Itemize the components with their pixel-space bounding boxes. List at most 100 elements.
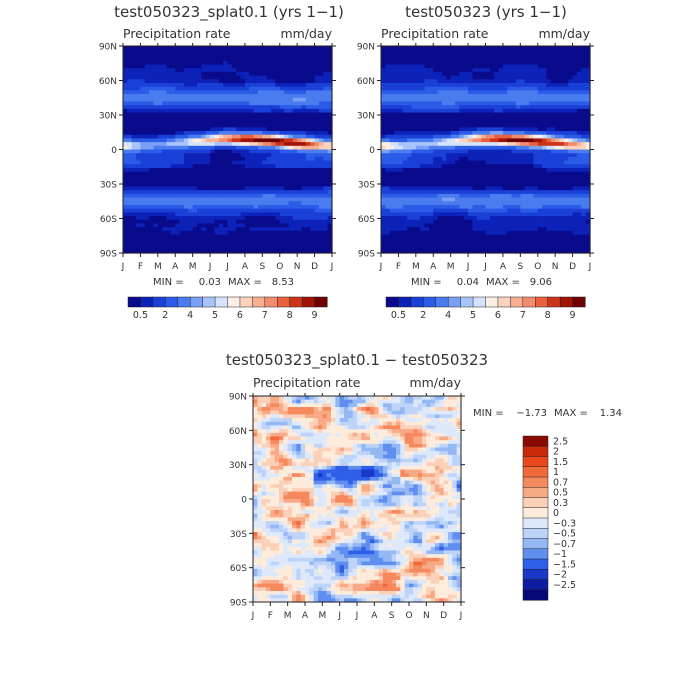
field-cell [144,171,150,176]
field-cell [292,167,298,173]
field-cell [472,149,478,154]
field-cell [314,112,320,117]
field-cell [123,57,128,62]
field-cell [437,142,443,147]
field-cell [305,142,311,147]
field-cell [507,201,513,206]
field-cell [318,234,324,239]
field-cell [136,249,142,254]
field-cell [327,108,333,114]
field-cell [162,153,168,158]
field-cell [323,171,329,176]
field-cell [262,227,268,232]
field-cell [420,204,426,210]
field-cell [485,86,491,91]
colorbar-label: 0.5 [133,310,148,321]
field-cell [389,171,395,176]
field-cell [162,238,168,243]
field-cell [318,53,324,58]
field-cell [437,138,443,143]
field-cell [327,68,333,73]
field-cell [157,227,163,232]
field-cell [253,153,259,158]
field-cell [284,46,290,51]
field-cell [123,190,128,195]
field-cell [240,204,246,210]
field-cell [420,227,426,232]
field-cell [144,175,150,180]
field-cell [236,164,242,169]
field-cell [318,105,324,110]
field-cell [520,64,526,69]
field-cell [292,53,298,58]
field-cell [385,179,391,184]
field-cell [192,153,198,158]
field-cell [310,94,316,99]
field-cell [415,105,421,110]
field-cell [153,134,159,140]
field-cell [398,57,404,62]
field-cell [318,164,324,169]
field-cell [459,182,465,188]
field-cell [188,160,194,165]
field-cell [455,160,460,165]
field-cell [489,216,495,221]
field-cell [297,197,303,202]
field-cell [153,179,159,184]
field-cell [459,204,465,210]
field-cell [546,116,552,121]
field-cell [292,68,298,73]
field-cell [459,193,465,199]
field-cell [249,101,255,106]
field-cell [292,101,298,106]
field-cell [520,208,526,213]
field-cell [437,216,443,221]
field-cell [149,216,155,221]
field-cell [507,119,513,125]
field-cell [415,46,421,51]
field-cell [318,171,324,176]
field-cell [136,119,142,125]
field-cell [131,112,137,117]
field-cell [201,46,207,51]
field-cell [205,216,211,221]
field-cell [476,112,482,117]
field-cell [153,142,159,147]
field-cell [489,212,495,217]
field-cell [533,75,539,80]
field-cell [424,71,430,77]
field-cell [271,190,276,195]
field-cell [433,216,439,221]
field-cell [411,153,417,158]
field-cell [140,197,146,202]
field-cell [284,116,290,121]
field-cell [301,101,307,106]
field-cell [494,193,500,199]
field-cell [305,86,311,91]
field-cell [266,223,272,228]
field-cell [515,230,521,236]
field-cell [227,79,233,84]
field-cell [511,171,517,176]
field-cell [231,46,237,51]
field-cell [494,60,500,66]
field-cell [223,90,229,95]
field-cell [284,94,290,99]
field-cell [218,101,224,106]
field-cell [157,112,163,117]
field-cell [197,145,202,151]
field-cell [420,197,426,202]
field-cell [424,112,430,117]
field-cell [537,182,543,188]
field-cell [507,223,513,228]
field-cell [271,138,276,143]
field-cell [542,160,548,165]
field-cell [494,201,500,206]
field-cell [170,241,176,247]
field-cell [394,142,400,147]
field-cell [537,208,543,213]
field-cell [305,123,311,128]
field-cell [398,249,404,254]
field-cell [175,142,181,147]
field-cell [468,108,474,114]
